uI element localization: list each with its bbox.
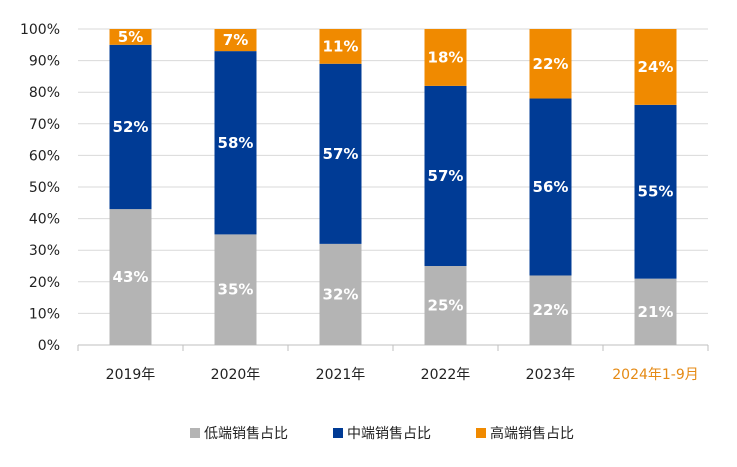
data-label: 58%: [218, 134, 254, 152]
data-label: 11%: [323, 37, 359, 55]
y-tick-label: 80%: [29, 85, 60, 101]
x-tick-label: 2023年: [526, 367, 576, 383]
legend-swatch: [476, 428, 486, 438]
data-label: 7%: [223, 31, 248, 49]
y-tick-label: 70%: [29, 117, 60, 133]
bar-segment: [214, 234, 257, 345]
y-tick-label: 10%: [29, 306, 60, 322]
data-label: 22%: [533, 301, 569, 319]
data-label: 32%: [323, 285, 359, 303]
y-tick-label: 20%: [29, 275, 60, 291]
bar-segment: [109, 44, 152, 210]
bar-segment: [109, 29, 152, 45]
data-label: 56%: [533, 178, 569, 196]
bar-segment: [319, 243, 362, 345]
legend-swatch: [333, 428, 343, 438]
y-tick-label: 40%: [29, 212, 60, 228]
y-tick-label: 60%: [29, 148, 60, 164]
bar-segment: [634, 104, 677, 279]
bar-segment: [424, 266, 467, 345]
data-label: 57%: [323, 145, 359, 163]
legend-swatch: [190, 428, 200, 438]
bar-segment: [109, 209, 152, 345]
data-label: 43%: [113, 268, 149, 286]
x-tick-label: 2022年: [421, 367, 471, 383]
data-label: 57%: [428, 167, 464, 185]
data-label: 55%: [638, 183, 674, 201]
y-tick-label: 30%: [29, 243, 60, 259]
data-label: 18%: [428, 48, 464, 66]
y-tick-label: 90%: [29, 54, 60, 70]
data-label: 21%: [638, 303, 674, 321]
x-tick-label: 2021年: [316, 367, 366, 383]
data-label: 24%: [638, 58, 674, 76]
x-tick-label: 2024年1-9月: [612, 367, 699, 383]
x-tick-label: 2020年: [211, 367, 261, 383]
data-label: 22%: [533, 55, 569, 73]
bar-segment: [529, 29, 572, 99]
bar-segment: [424, 85, 467, 266]
x-tick-label: 2019年: [106, 367, 156, 383]
bar-segment: [214, 51, 257, 235]
bar-segment: [529, 98, 572, 276]
legend-label: 高端销售占比: [490, 425, 574, 442]
bar-segment: [319, 29, 362, 64]
data-label: 25%: [428, 297, 464, 315]
y-tick-label: 100%: [20, 22, 60, 38]
legend-label: 中端销售占比: [347, 426, 431, 442]
bar-segment: [529, 275, 572, 345]
y-tick-label: 0%: [38, 338, 60, 354]
legend-label: 低端销售占比: [204, 426, 288, 442]
data-label: 35%: [218, 281, 254, 299]
bar-segment: [319, 63, 362, 244]
y-tick-label: 50%: [29, 180, 60, 196]
bar-segment: [214, 29, 257, 52]
data-label: 52%: [113, 118, 149, 136]
bar-segment: [634, 278, 677, 345]
bar-segment: [424, 29, 467, 86]
data-label: 5%: [118, 28, 143, 46]
bar-segment: [634, 29, 677, 105]
